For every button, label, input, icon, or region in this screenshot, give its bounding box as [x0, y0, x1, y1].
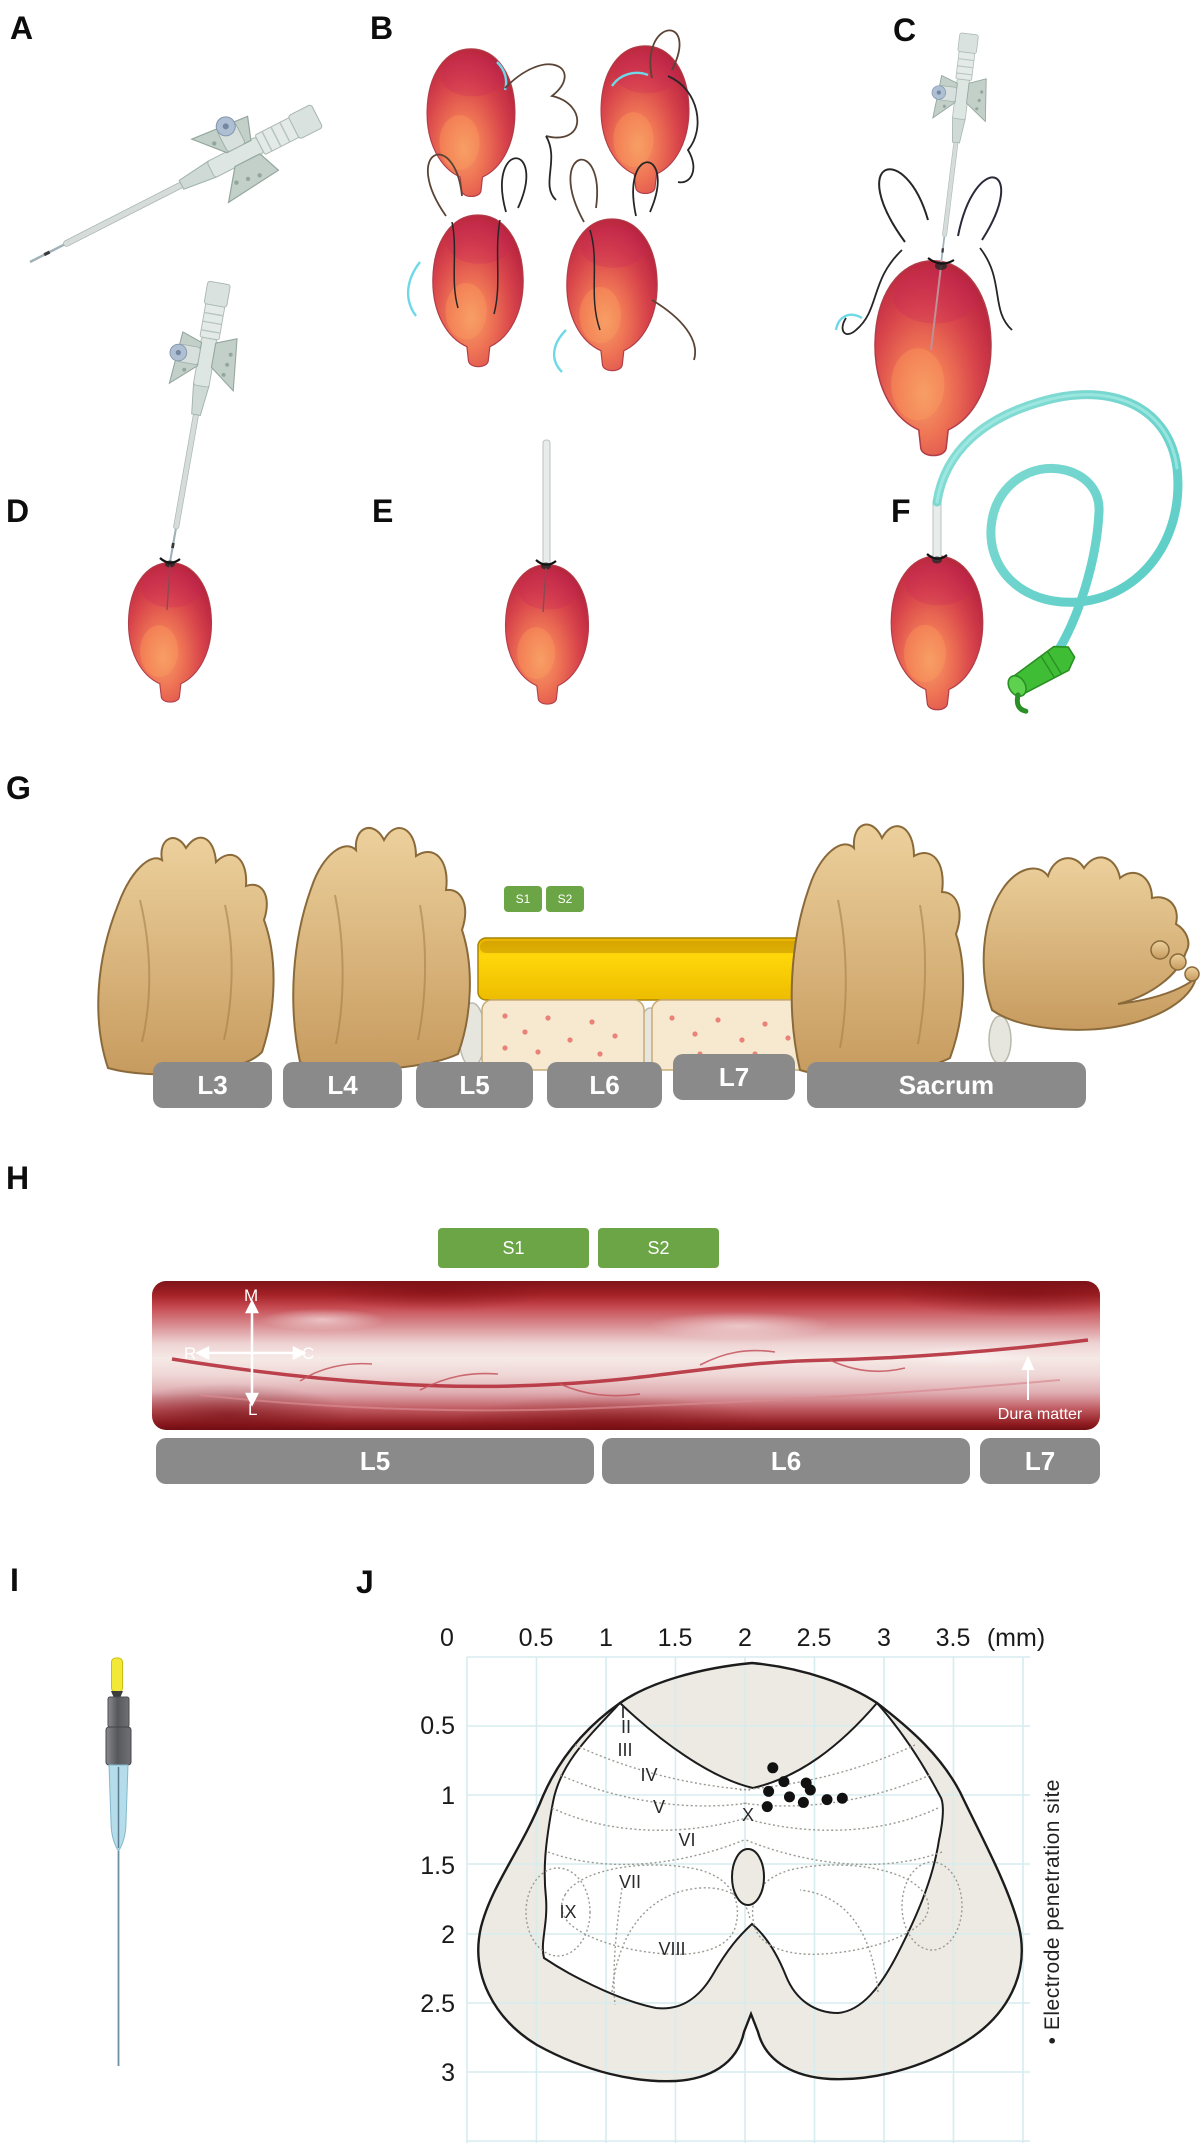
x-tick-1-5: 1.5 — [657, 1624, 693, 1652]
panel-label-g: G — [6, 770, 31, 806]
legend-bullet-icon: • — [1041, 2036, 1064, 2044]
lamina-label-viii: VIII — [658, 1939, 686, 1959]
x-tick-0: 0 — [440, 1624, 454, 1652]
laminae-boundaries — [525, 1744, 963, 2006]
mm-grid — [466, 1656, 1030, 2143]
bladder-with-tubing-illustration — [890, 390, 1183, 714]
panel-label-c: C — [893, 12, 917, 48]
compass-rostral-label: R — [184, 1344, 197, 1363]
lamina-label-i: I — [620, 1702, 626, 1722]
y-tick-1-5: 1.5 — [420, 1852, 455, 1880]
segment-tag-s2-h: S2 — [598, 1228, 719, 1268]
x-tick-0-5: 0.5 — [518, 1624, 554, 1652]
spinal-cord-surgical-photo — [152, 1281, 1100, 1430]
x-tick-2-5: 2.5 — [796, 1624, 832, 1652]
y-tick-1: 1 — [441, 1782, 455, 1810]
y-tick-2: 2 — [441, 1921, 455, 1949]
x-axis-unit: (mm) — [986, 1624, 1046, 1652]
vertebra-bar-l5: L5 — [416, 1062, 533, 1108]
panel-label-f: F — [891, 493, 911, 529]
y-tick-0-5: 0.5 — [420, 1712, 455, 1740]
panel-label-i: I — [10, 1562, 19, 1598]
catheter-insertion-illustration — [834, 29, 1013, 457]
y-tick-2-5: 2.5 — [420, 1990, 455, 2018]
vertebra-bar-l3: L3 — [153, 1062, 272, 1108]
microelectrode-illustration — [105, 1657, 132, 2066]
x-tick-1: 1 — [599, 1624, 613, 1652]
lamina-label-ix: IX — [559, 1902, 577, 1922]
lamina-label-iii: III — [617, 1740, 633, 1760]
bladder-suture-step4 — [553, 158, 696, 373]
bladder-suture-step1 — [426, 48, 579, 201]
panel-label-b: B — [370, 10, 394, 46]
electrode-site-legend: • Electrode penetration site — [1041, 1779, 1065, 2044]
lamina-label-vi: VI — [678, 1830, 696, 1850]
panel-label-d: D — [6, 493, 30, 529]
lamina-label-vii: VII — [618, 1872, 641, 1892]
bladder-suture-step3 — [407, 153, 528, 368]
vertebra-bar-sacrum: Sacrum — [807, 1062, 1086, 1108]
iv-catheter-illustration — [10, 78, 335, 296]
white-matter-shading — [478, 1663, 1022, 2082]
catheter-secured-illustration — [127, 275, 252, 703]
lamina-label-x: X — [741, 1805, 754, 1825]
trimmed-catheter-illustration — [504, 439, 590, 705]
vertebra-bar-l4: L4 — [283, 1062, 402, 1108]
legend-label: Electrode penetration site — [1041, 1778, 1064, 2030]
lamina-label-v: V — [652, 1797, 665, 1817]
bladder-suture-step2 — [600, 29, 699, 195]
cord-bar-l5: L5 — [156, 1438, 594, 1484]
x-tick-3-5: 3.5 — [935, 1624, 971, 1652]
lamina-label-ii: II — [620, 1717, 631, 1737]
cord-bar-l7: L7 — [980, 1438, 1100, 1484]
compass-medial-label: M — [244, 1286, 259, 1305]
segment-tag-s1-g: S1 — [504, 886, 542, 912]
lamina-label-iv: IV — [640, 1765, 658, 1785]
panel-label-h: H — [6, 1160, 30, 1196]
compass-caudal-label: C — [302, 1344, 315, 1363]
vertebra-bar-l6: L6 — [547, 1062, 662, 1108]
cross-section-map — [466, 1656, 1030, 2143]
panel-label-e: E — [372, 493, 394, 529]
vertebra-bar-l7: L7 — [673, 1054, 795, 1100]
x-tick-3: 3 — [877, 1624, 891, 1652]
vertebral-column-illustration — [97, 823, 1200, 1077]
cord-bar-l6: L6 — [602, 1438, 970, 1484]
segment-tag-s2-g: S2 — [546, 886, 584, 912]
y-tick-3: 3 — [441, 2059, 455, 2087]
cord-outline — [477, 1661, 1023, 2083]
panel-label-j: J — [356, 1564, 374, 1600]
tube-connector — [1007, 645, 1076, 714]
segment-tag-s1-h: S1 — [438, 1228, 589, 1268]
compass-lateral-label: L — [248, 1400, 258, 1419]
central-canal — [731, 1848, 765, 1906]
x-tick-2: 2 — [738, 1624, 752, 1652]
dura-matter-annotation: Dura matter — [997, 1406, 1083, 1423]
electrode-penetration-dots — [761, 1762, 848, 1813]
panel-label-a: A — [10, 10, 34, 46]
